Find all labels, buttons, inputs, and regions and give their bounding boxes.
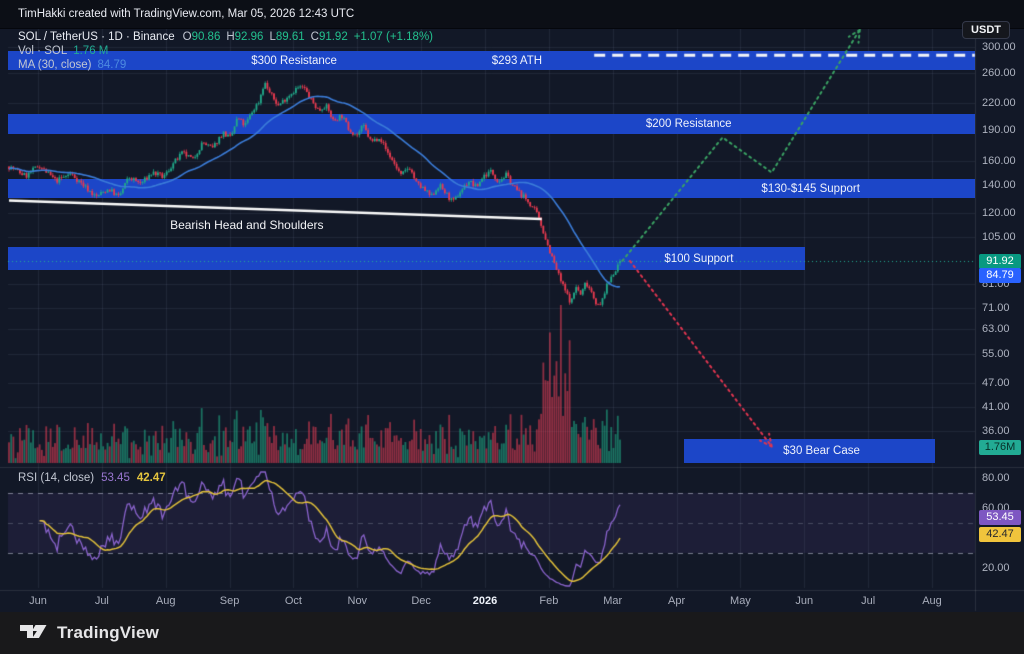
volume-label[interactable]: Vol · SOL (18, 45, 68, 57)
symbol-row: SOL / TetherUS · 1D · Binance O90.86 H92.9… (18, 30, 433, 44)
close-label: C (310, 31, 319, 43)
rsi-value: 53.45 (101, 472, 130, 484)
ma-row: MA (30, close) 84.79 (18, 58, 433, 72)
close-value: 91.92 (318, 31, 348, 43)
high-label: H (226, 31, 235, 43)
rsi-label[interactable]: RSI (14, close) (18, 472, 95, 484)
volume-row: Vol · SOL 1.76 M (18, 44, 433, 58)
symbol-title[interactable]: SOL / TetherUS · 1D · Binance (18, 31, 175, 43)
footer-bar: TradingView (0, 612, 1024, 654)
low-value: 89.61 (275, 31, 305, 43)
tradingview-logo-icon[interactable] (20, 624, 48, 642)
chart-legend: SOL / TetherUS · 1D · Binance O90.86 H92.9… (18, 30, 433, 72)
attribution-text: TimHakki created with TradingView.com, M… (18, 8, 355, 20)
high-value: 92.96 (234, 31, 264, 43)
ma-label[interactable]: MA (30, close) (18, 59, 92, 71)
rsi-ma-value: 42.47 (136, 472, 166, 484)
tradingview-brand-text[interactable]: TradingView (57, 623, 160, 642)
currency-toggle-button[interactable]: USDT (962, 21, 1010, 39)
volume-value: 1.76 M (73, 45, 109, 57)
low-label: L (269, 31, 276, 43)
rsi-legend: RSI (14, close) 53.45 42.47 (18, 472, 166, 484)
open-value: 90.86 (191, 31, 221, 43)
change-value: +1.07 (+1.18%) (353, 31, 433, 43)
open-label: O (182, 31, 192, 43)
attribution-bar: TimHakki created with TradingView.com, M… (0, 0, 1024, 29)
ma-value: 84.79 (97, 59, 127, 71)
